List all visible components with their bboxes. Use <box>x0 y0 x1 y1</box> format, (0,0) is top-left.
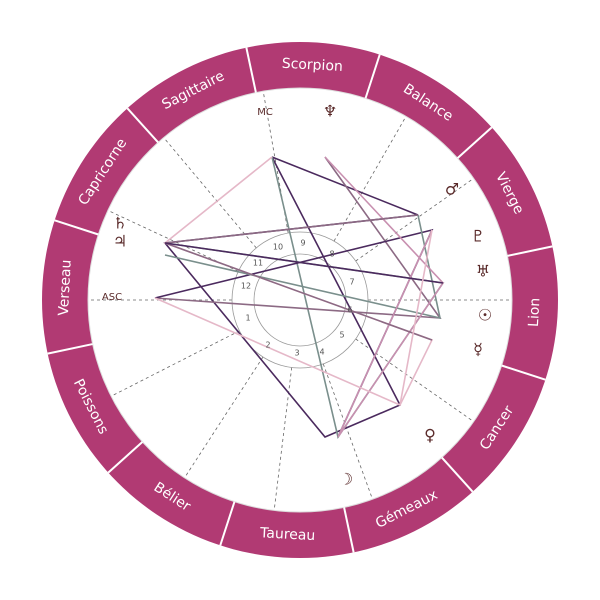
sign-divider <box>456 126 493 159</box>
sign-divider <box>245 47 257 93</box>
house-number: 7 <box>349 278 354 287</box>
point-glyph: ☿ <box>473 340 483 359</box>
house-number: 8 <box>329 250 334 259</box>
house-number: 3 <box>294 349 299 358</box>
point-glyph: ☽ <box>339 470 353 489</box>
point-glyph: ♅ <box>476 262 490 281</box>
cusp-line <box>163 137 257 249</box>
points: MC ♆ ♄♃ ASC ♂ ♇ ♅ ☉ ☿ ♀ ☽ <box>102 102 492 489</box>
point-glyph: ♆ <box>323 102 337 121</box>
sign-label: Taureau <box>259 525 316 544</box>
house-number: 6 <box>347 306 352 315</box>
cusp-line <box>184 356 264 479</box>
point-glyph: ♂ <box>445 180 459 199</box>
sign-divider <box>219 501 236 546</box>
point-glyph: ♇ <box>471 227 485 246</box>
sign-divider <box>343 507 355 553</box>
point-glyph: ♃ <box>113 232 127 251</box>
sign-divider <box>107 441 144 474</box>
sign-divider <box>47 343 93 355</box>
cusp-line <box>333 116 407 242</box>
point-glyph: ☉ <box>478 306 492 325</box>
point-glyph: MC <box>257 107 273 118</box>
aspect-lines <box>154 156 445 439</box>
point-glyph: ♄ <box>113 214 127 233</box>
point-glyph: ASC <box>102 292 122 303</box>
point-glyph: ♀ <box>424 426 436 445</box>
sign-label: Scorpion <box>281 56 343 75</box>
cusp-line <box>273 367 293 511</box>
house-number: 1 <box>245 314 250 323</box>
house-number: 5 <box>339 331 344 340</box>
house-number: 11 <box>253 259 263 268</box>
sign-divider <box>441 456 474 493</box>
sign-divider <box>507 245 553 257</box>
house-number: 12 <box>241 282 251 291</box>
house-number: 9 <box>300 239 305 248</box>
sign-divider <box>501 364 546 381</box>
sign-divider <box>364 54 381 99</box>
house-number: 4 <box>319 348 324 357</box>
sign-label: Verseau <box>56 259 75 316</box>
inner-circle <box>87 87 513 513</box>
house-ring <box>231 231 369 369</box>
sign-label: Lion <box>526 297 544 327</box>
house-number: 2 <box>265 341 270 350</box>
cusp-line <box>322 363 373 500</box>
house-number: 10 <box>273 243 283 252</box>
cusp-line <box>355 338 474 422</box>
sign-divider <box>126 107 159 144</box>
cusp-line <box>110 330 240 397</box>
cusp-line <box>355 178 474 262</box>
sign-divider <box>54 219 99 236</box>
